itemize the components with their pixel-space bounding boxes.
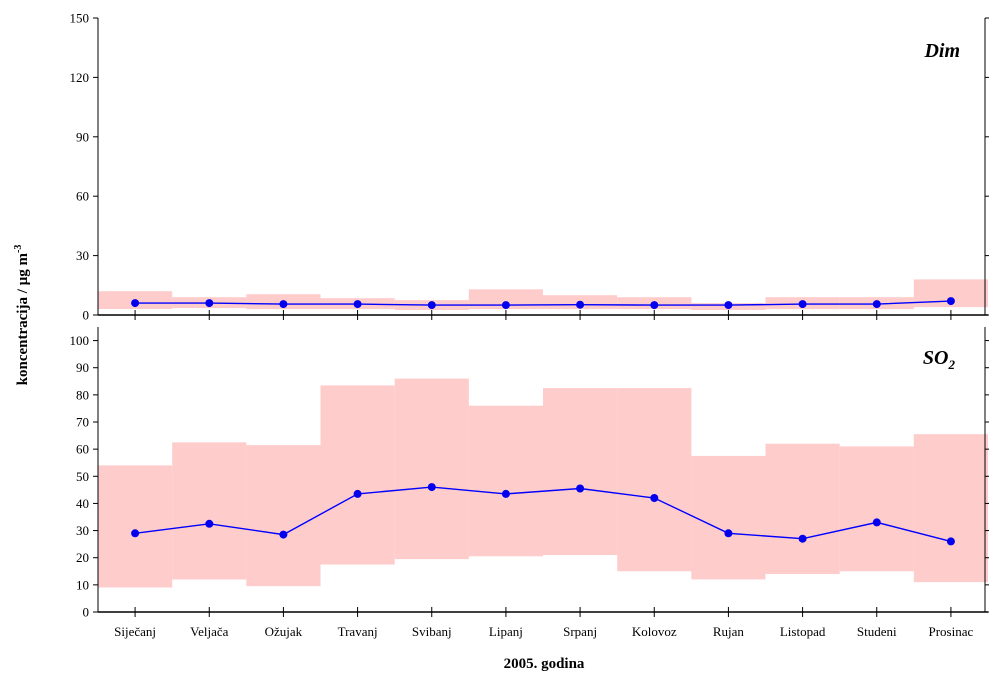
band-1-0	[98, 465, 173, 588]
xtick-label-9: Listopad	[780, 624, 826, 639]
axes	[93, 17, 989, 617]
point-1-0	[131, 529, 140, 538]
point-1-11	[946, 537, 955, 546]
band-0-5	[468, 289, 543, 310]
ytick-label-0-30: 30	[76, 248, 89, 263]
point-1-3	[353, 489, 362, 498]
ytick-label-1-10: 10	[76, 577, 89, 592]
ytick-label-0-150: 150	[70, 11, 90, 26]
point-0-0	[131, 299, 140, 308]
tick-labels: 0 30 60 90 120 150 0 10 20 30 40 50 60 70 80 90 100 Siječ…	[70, 11, 974, 640]
point-1-8	[724, 529, 733, 538]
xtick-label-4: Svibanj	[412, 624, 452, 639]
point-0-7	[650, 301, 659, 310]
series-line-1	[135, 486, 952, 543]
band-1-5	[468, 405, 543, 557]
band-1-10	[839, 446, 914, 572]
xtick-label-11: Prosinac	[929, 624, 974, 639]
panel-title-dim: Dim	[923, 40, 960, 62]
band-1-6	[543, 388, 618, 555]
xtick-label-10: Studeni	[857, 624, 897, 639]
ytick-label-1-100: 100	[70, 333, 90, 348]
ytick-label-1-0: 0	[83, 605, 90, 620]
xtick-label-6: Srpanj	[563, 624, 597, 639]
point-1-4	[427, 483, 436, 492]
xtick-label-2: Ožujak	[265, 624, 303, 639]
series-line-0	[135, 300, 951, 306]
panel-title-so2-subscript: 2	[948, 357, 956, 372]
panel-title-so2: SO2	[923, 347, 956, 372]
point-0-5	[501, 301, 510, 310]
band-1-1	[172, 442, 247, 580]
band-1-4	[394, 378, 469, 560]
ytick-label-1-40: 40	[76, 496, 89, 511]
ytick-label-0-60: 60	[76, 189, 89, 204]
point-1-9	[798, 534, 807, 543]
xtick-label-5: Lipanj	[489, 624, 523, 639]
ytick-label-1-70: 70	[76, 415, 89, 430]
ytick-label-0-0: 0	[83, 308, 90, 323]
xtick-label-3: Travanj	[338, 624, 378, 639]
xtick-label-8: Rujan	[713, 624, 745, 639]
point-1-5	[501, 489, 510, 498]
ytick-label-1-80: 80	[76, 387, 89, 402]
point-0-4	[427, 301, 436, 310]
ytick-label-0-120: 120	[70, 70, 90, 85]
y-axis-title: koncentracija / µg m-3	[13, 245, 31, 386]
point-0-2	[279, 300, 288, 309]
ytick-label-1-60: 60	[76, 442, 89, 457]
y-axis-title-superscript: -3	[13, 245, 24, 253]
point-0-1	[205, 299, 214, 308]
series-lines	[131, 297, 955, 546]
point-0-6	[576, 300, 585, 309]
point-1-10	[872, 518, 881, 527]
band-1-3	[320, 385, 395, 565]
panel-title-so2-text: SO	[923, 347, 949, 369]
band-1-9	[765, 443, 840, 574]
xtick-label-7: Kolovoz	[632, 624, 677, 639]
point-0-9	[798, 300, 807, 309]
point-1-6	[576, 484, 585, 493]
band-1-7	[617, 388, 692, 572]
point-1-2	[279, 530, 288, 539]
ytick-label-1-20: 20	[76, 550, 89, 565]
xtick-label-0: Siječanj	[114, 624, 156, 639]
y-axis-title-text: koncentracija / µg m	[15, 252, 31, 385]
ytick-label-0-90: 90	[76, 129, 89, 144]
band-1-8	[691, 455, 766, 580]
point-0-11	[946, 297, 955, 306]
xtick-label-1: Veljača	[190, 624, 228, 639]
ytick-label-1-30: 30	[76, 523, 89, 538]
band-1-2	[246, 445, 321, 587]
panel-title-dim-text: Dim	[923, 40, 960, 62]
range-bands	[98, 279, 988, 588]
ytick-label-1-50: 50	[76, 469, 89, 484]
band-1-11	[913, 434, 988, 583]
ytick-label-1-90: 90	[76, 360, 89, 375]
point-1-1	[205, 519, 214, 528]
point-0-3	[353, 300, 362, 309]
point-0-8	[724, 301, 733, 310]
point-1-7	[650, 494, 659, 502]
x-axis-title: 2005. godina	[504, 656, 585, 672]
point-0-10	[872, 300, 881, 309]
